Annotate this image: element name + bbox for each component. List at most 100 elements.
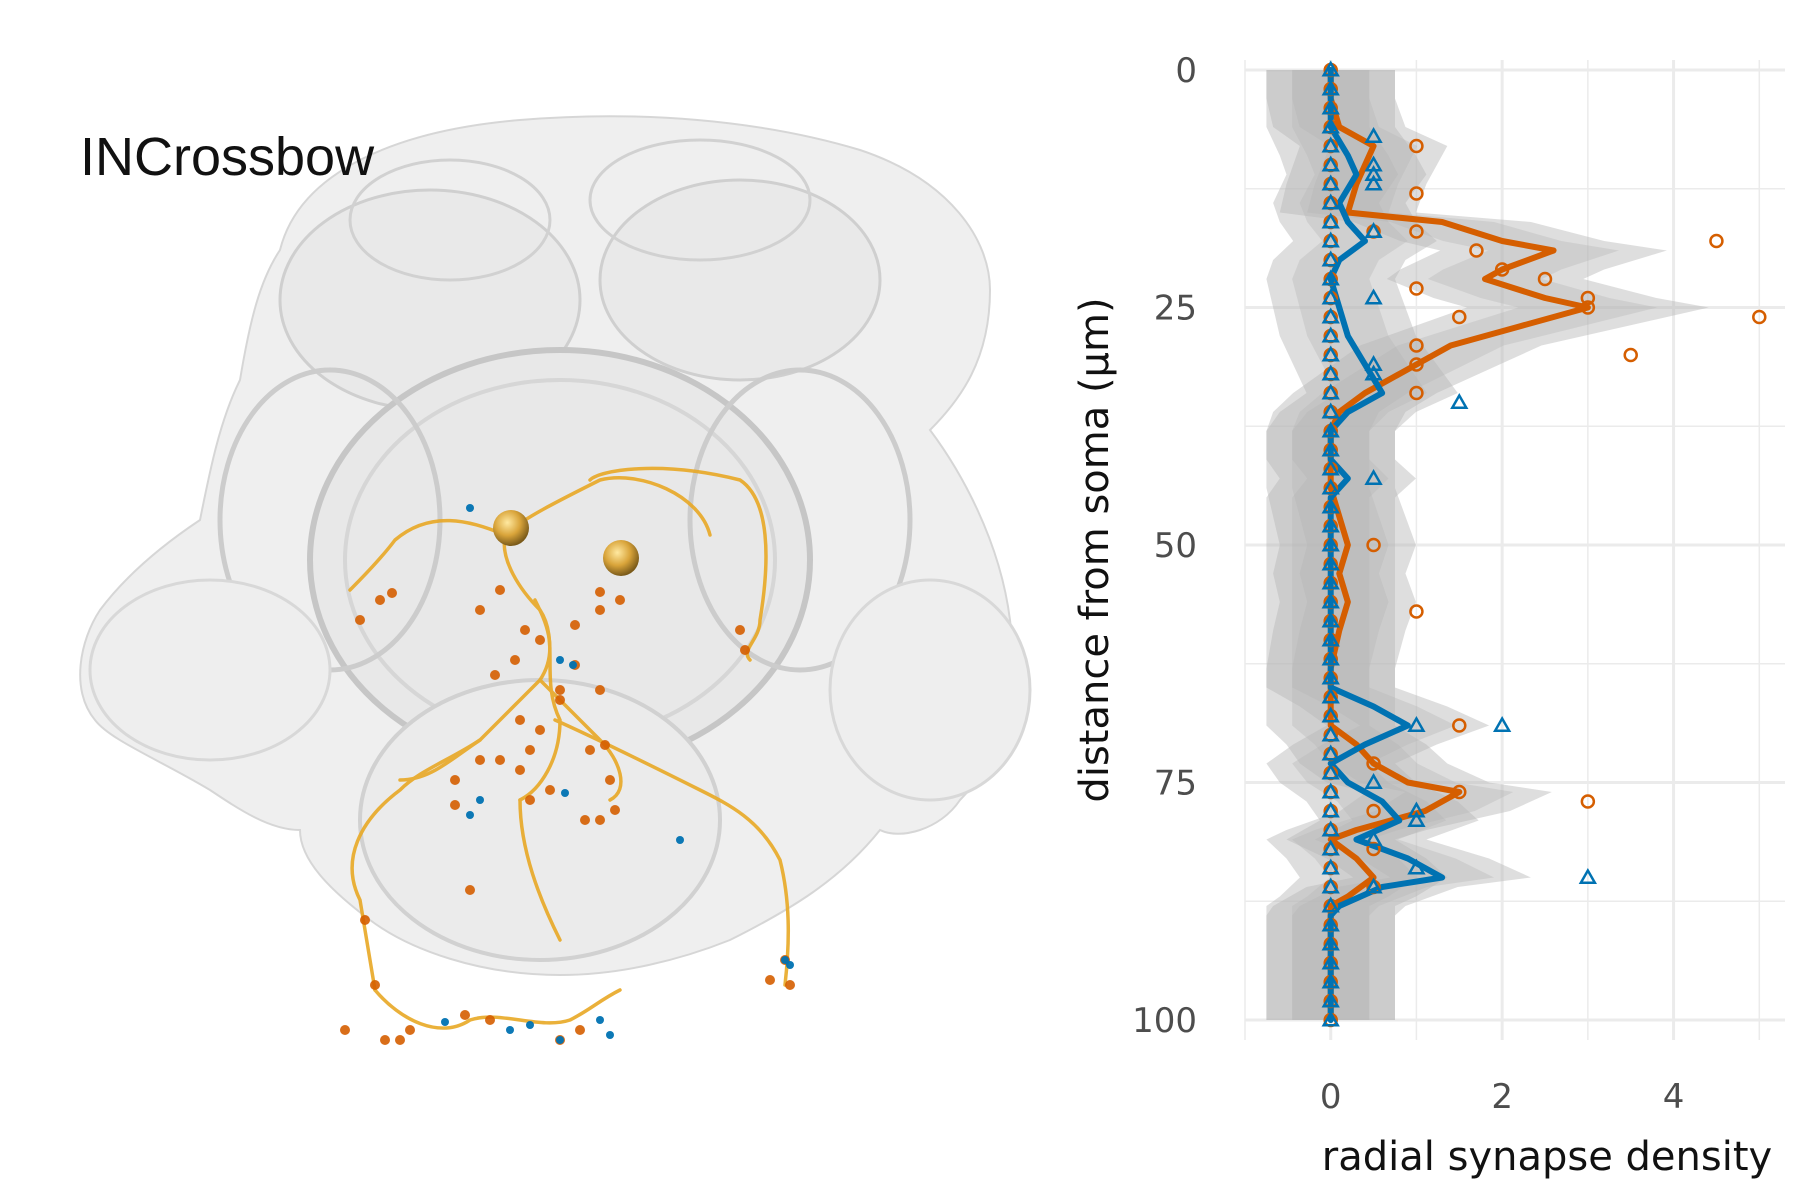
data-point-circle — [1409, 138, 1424, 154]
data-point-circle — [1366, 841, 1381, 857]
presynapse-dot — [495, 755, 505, 765]
data-point-triangle — [1321, 459, 1340, 476]
presynapse-dot — [460, 1010, 470, 1020]
brain-mesh — [79, 115, 1032, 977]
presynapse-dot — [340, 1025, 350, 1035]
presynapse-dot — [595, 815, 605, 825]
data-point-triangle — [1321, 516, 1340, 533]
data-point-triangle — [1321, 801, 1340, 818]
data-point-triangle — [1364, 174, 1383, 191]
data-point-triangle — [1450, 392, 1469, 409]
x-tick-label: 4 — [1663, 1077, 1685, 1117]
data-point-circle — [1709, 233, 1724, 249]
postsynapse-dot — [441, 1018, 449, 1026]
data-point-triangle — [1321, 668, 1340, 685]
presynapse-dot — [475, 605, 485, 615]
presynapse-dot — [605, 775, 615, 785]
cell-type-label: INCrossbow — [80, 127, 375, 187]
data-point-triangle — [1321, 820, 1340, 837]
data-point-triangle — [1321, 269, 1340, 286]
series-lines — [1327, 67, 1591, 1023]
confidence-band-series-2 — [1292, 70, 1495, 1020]
data-point-triangle — [1407, 858, 1426, 875]
data-point-triangle — [1364, 772, 1383, 789]
data-point-triangle — [1578, 867, 1598, 884]
presynapse-dot — [370, 980, 380, 990]
data-point-triangle — [1321, 554, 1340, 571]
presynapse-dot — [405, 1025, 415, 1035]
data-point-triangle — [1321, 345, 1340, 362]
data-point-triangle — [1407, 715, 1426, 732]
soma-left — [493, 510, 529, 546]
data-point-triangle — [1321, 915, 1340, 932]
presynapse-dot — [570, 620, 580, 630]
data-point-circle — [1623, 347, 1638, 363]
postsynapse-dot — [596, 1016, 604, 1024]
data-point-triangle — [1321, 839, 1340, 856]
neuron-rendering: INCrossbow — [79, 115, 1032, 1045]
presynapse-dot — [555, 695, 565, 705]
presynapse-dot — [387, 588, 397, 598]
presynapse-dot — [495, 585, 505, 595]
data-point-triangle — [1321, 98, 1340, 115]
data-point-triangle — [1321, 193, 1340, 210]
data-point-triangle — [1364, 468, 1383, 485]
data-point-triangle — [1407, 801, 1426, 818]
presynapse-dot — [535, 635, 545, 645]
presynapse-dot — [575, 1025, 585, 1035]
presynapse-dot — [580, 815, 590, 825]
data-point-triangle — [1321, 896, 1340, 913]
presynapse-dot — [395, 1035, 405, 1045]
data-point-circle — [1537, 271, 1553, 287]
data-point-triangle — [1321, 307, 1340, 324]
y-tick-label: 100 — [1132, 1001, 1197, 1041]
presynapse-dot — [595, 587, 605, 597]
postsynapse-dot — [569, 661, 577, 669]
data-point-circle — [1366, 756, 1381, 771]
data-point-triangle — [1321, 953, 1340, 970]
data-point-triangle — [1321, 402, 1340, 419]
presynapse-dot — [525, 795, 535, 805]
data-point-triangle — [1321, 421, 1340, 438]
postsynapse-dot — [466, 504, 474, 512]
data-point-circle — [1366, 537, 1381, 553]
presynapse-dot — [535, 725, 545, 735]
presynapse-dot — [515, 715, 525, 725]
postsynapse-dot — [606, 1031, 614, 1039]
data-point-triangle — [1321, 478, 1340, 495]
data-point-circle — [1469, 243, 1484, 258]
data-point-triangle — [1321, 972, 1340, 989]
data-point-circle — [1409, 281, 1424, 296]
data-point-triangle — [1321, 212, 1340, 229]
series-points — [1321, 60, 1767, 1028]
data-point-triangle — [1364, 164, 1383, 181]
data-point-triangle — [1321, 687, 1340, 704]
data-point-triangle — [1321, 592, 1340, 609]
postsynapse-dot — [781, 956, 789, 964]
data-point-triangle — [1321, 877, 1340, 894]
confidence-band-series-1 — [1292, 70, 1658, 1020]
presynapse-dot — [610, 805, 620, 815]
confidence-band-series-2 — [1266, 70, 1531, 1020]
data-point-circle — [1580, 300, 1596, 315]
data-point-circle — [1452, 309, 1467, 325]
postsynapse-dot — [786, 961, 794, 969]
data-point-triangle — [1321, 117, 1340, 134]
data-point-circle — [1409, 357, 1424, 372]
presynapse-dot — [600, 740, 610, 750]
data-point-triangle — [1364, 364, 1383, 381]
presynapse-dot — [520, 625, 530, 635]
presynapse-dot — [450, 775, 460, 785]
presynapse-dot — [615, 595, 625, 605]
data-point-triangle — [1321, 858, 1340, 875]
presynapse-dot — [595, 685, 605, 695]
data-point-triangle — [1321, 535, 1340, 552]
postsynapse-dot — [506, 1026, 514, 1034]
data-point-triangle — [1321, 326, 1340, 343]
data-point-triangle — [1407, 810, 1426, 827]
data-point-triangle — [1321, 288, 1340, 305]
soma-right — [603, 540, 639, 576]
presynapse-dot — [475, 755, 485, 765]
data-point-triangle — [1321, 706, 1340, 723]
